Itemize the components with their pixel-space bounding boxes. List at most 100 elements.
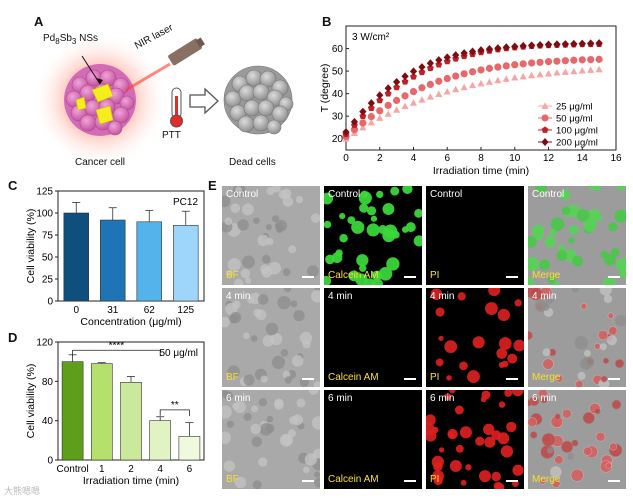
data-point	[435, 77, 443, 85]
cell-shadow	[270, 332, 283, 346]
data-point	[578, 39, 586, 48]
scale-bar	[506, 378, 518, 380]
live-cell	[324, 275, 332, 285]
cell-shadow	[567, 452, 574, 460]
cell-shadow	[223, 460, 235, 472]
y-tick-label: 25	[42, 275, 54, 286]
dead-cell	[538, 390, 548, 398]
dead-cell	[608, 326, 617, 335]
cell-shadow	[266, 187, 275, 196]
live-cell	[528, 235, 537, 248]
significance-label: **	[171, 400, 179, 411]
cell-shadow	[313, 381, 320, 387]
data-point	[384, 84, 392, 93]
dead-cell	[491, 471, 501, 482]
cell-shadow	[615, 314, 626, 327]
x-tick-label: 6	[444, 153, 450, 164]
data-point	[460, 70, 468, 78]
data-point	[452, 51, 460, 60]
dead-cell	[549, 348, 556, 356]
dead-cell	[583, 412, 595, 424]
data-point	[426, 59, 434, 68]
live-cell	[359, 264, 367, 272]
dead-cell	[598, 330, 608, 340]
cell-shadow	[227, 257, 241, 272]
x-axis-label: Concentration (μg/ml)	[80, 316, 181, 328]
live-cell	[390, 186, 400, 196]
x-tick-label: 4	[157, 464, 163, 475]
data-point	[587, 55, 595, 64]
data-point	[528, 41, 536, 50]
row-label: Control	[328, 189, 361, 200]
micrograph-3-1: 4 min Merge	[528, 288, 626, 387]
scale-bar	[608, 480, 620, 482]
live-cell	[587, 209, 601, 222]
y-tick-label: 30	[332, 112, 344, 123]
cell-shadow	[282, 268, 291, 277]
dead-cell	[430, 288, 443, 301]
live-cell	[569, 225, 579, 235]
cell-shadow	[295, 195, 304, 204]
dead-cell	[472, 336, 485, 349]
temperature-chart: 0 2 4 6 8 10 12 14 16 20 30 40 50 60 Irradiation time …	[319, 25, 622, 177]
dead-cell	[444, 340, 458, 354]
cell-shadow	[283, 288, 292, 293]
row-label: Control	[532, 189, 565, 200]
cell-shadow	[232, 402, 240, 410]
live-cell	[616, 186, 626, 191]
cancer-cell-label: Cancer cell	[75, 157, 126, 168]
x-tick-label: 2	[128, 464, 134, 475]
data-point	[443, 53, 451, 62]
cell-shadow	[245, 277, 252, 284]
row-label: 6 min	[430, 393, 455, 404]
data-point	[595, 39, 603, 48]
cell-shadow	[260, 375, 268, 383]
dead-cell	[438, 335, 444, 342]
live-cell	[339, 212, 346, 220]
live-cell	[391, 230, 400, 239]
live-cell	[615, 258, 626, 272]
y-tick-label: 50	[42, 253, 54, 264]
live-cell	[401, 226, 409, 233]
data-point	[485, 64, 494, 72]
data-point	[367, 118, 375, 126]
micrograph-texture	[222, 390, 320, 489]
row-label: 6 min	[226, 393, 251, 404]
cell-shadow	[274, 398, 284, 408]
x-tick-label: 0	[343, 153, 349, 164]
dead-cell	[432, 426, 439, 434]
live-cell	[528, 277, 534, 285]
cell-shadow	[226, 269, 233, 277]
dead-cell	[500, 445, 514, 458]
live-cell	[532, 224, 545, 237]
data-point	[384, 90, 392, 97]
cell-shadow	[253, 217, 260, 224]
data-point	[485, 78, 494, 85]
data-point	[376, 114, 384, 121]
data-point	[544, 40, 553, 49]
panel-label-d: D	[8, 330, 18, 345]
cell-shadow	[550, 466, 562, 478]
data-point	[544, 69, 553, 77]
dead-cell	[606, 463, 612, 469]
dead-cell	[571, 439, 578, 446]
cell-shadow	[599, 343, 607, 351]
data-point	[452, 85, 460, 93]
data-point	[460, 49, 468, 58]
data-point	[519, 60, 527, 68]
dead-cell	[475, 436, 485, 446]
dead-cell	[571, 469, 584, 482]
dead-cell	[498, 401, 506, 408]
dead-cell	[530, 431, 537, 439]
data-point	[359, 119, 367, 127]
channel-label: BF	[226, 270, 239, 281]
bar	[149, 420, 172, 461]
live-cell	[402, 186, 413, 195]
data-point	[410, 73, 417, 80]
live-cell	[528, 256, 540, 271]
data-point	[519, 41, 527, 50]
scale-bar	[608, 378, 620, 380]
row-label: 6 min	[532, 393, 557, 404]
scale-bar	[302, 378, 314, 380]
data-point	[426, 93, 434, 100]
